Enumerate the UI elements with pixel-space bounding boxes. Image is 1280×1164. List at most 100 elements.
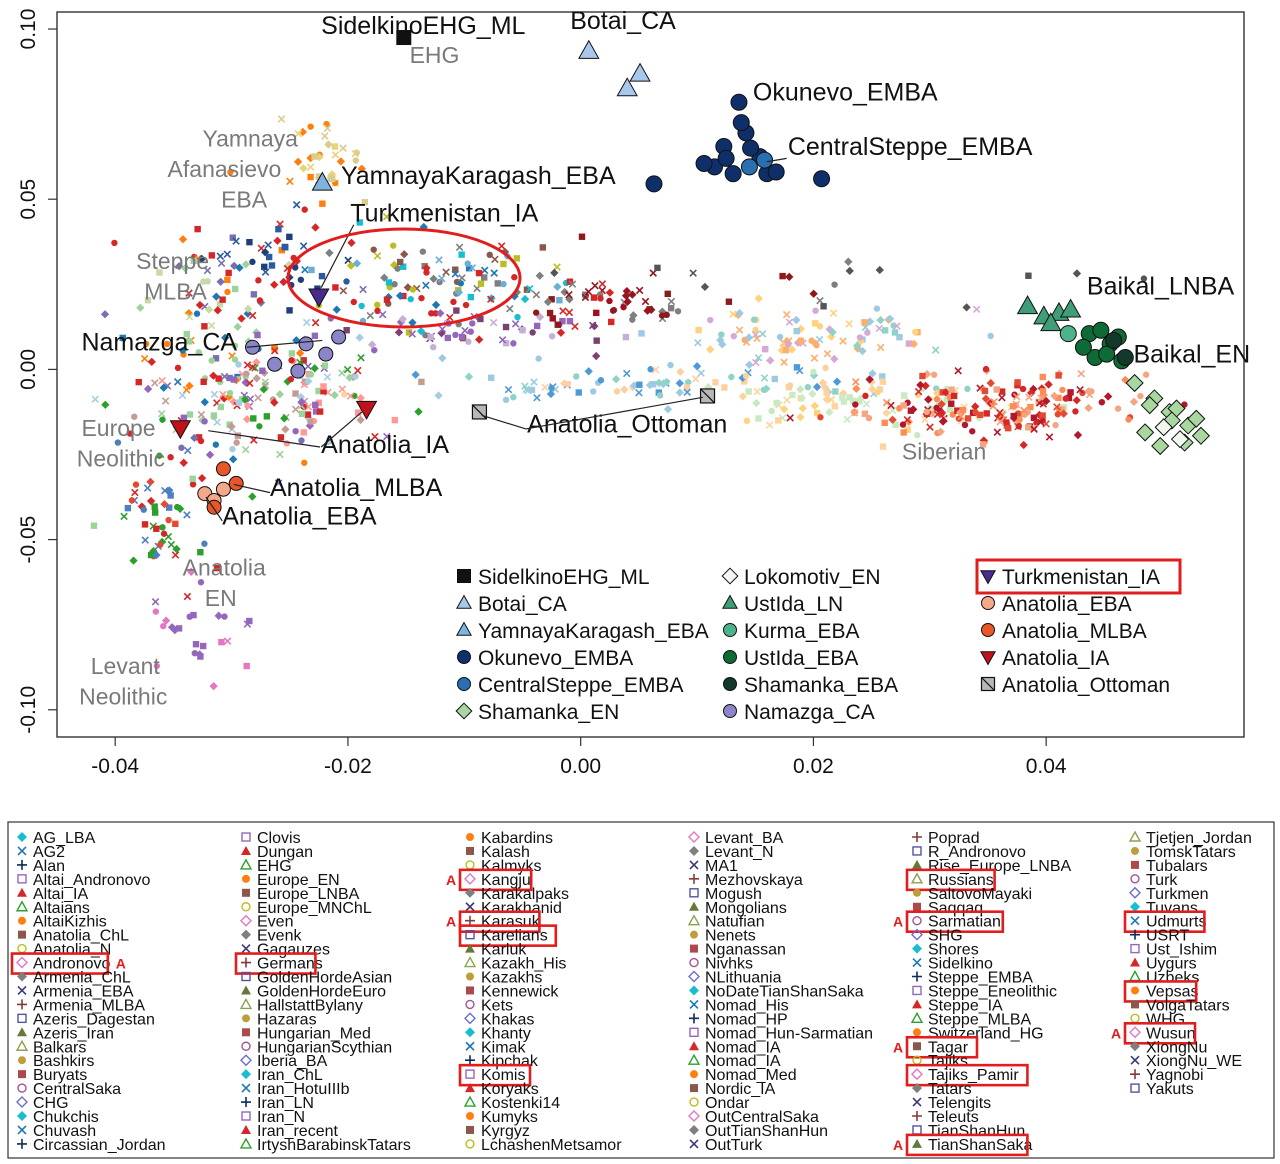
background-point-2 (200, 278, 207, 285)
population-russians: Russians (905, 868, 996, 892)
population-label: Komis (481, 1067, 525, 1084)
background-point-0 (143, 484, 152, 492)
background-point-2 (200, 397, 209, 407)
background-point-6 (431, 300, 441, 310)
background-point-6 (490, 269, 498, 277)
background-point-6 (467, 293, 475, 301)
background-point-0 (146, 496, 156, 506)
series-ustida-ln (1016, 295, 1082, 332)
background-point-2 (241, 445, 250, 454)
population-teleuts: Teleuts (912, 1109, 979, 1126)
series-yamnayakaragash-eba (311, 171, 334, 191)
background-point-5 (281, 425, 290, 434)
point-anatolia-mlba-1 (228, 475, 244, 491)
background-point-6 (494, 280, 501, 287)
population-marker (466, 972, 474, 981)
background-point-3 (256, 297, 264, 304)
population-shores: Shores (912, 942, 979, 959)
background-point-9 (822, 364, 829, 372)
population-marker (242, 1014, 250, 1023)
point-shamanka-en-0 (1125, 373, 1144, 393)
background-point-2 (226, 374, 233, 382)
background-point-7 (436, 309, 445, 318)
population-marker (913, 902, 921, 911)
legend-marker-anatolia-mlba (981, 623, 995, 637)
population-label: Kennewick (481, 983, 559, 1000)
background-point-10 (875, 324, 884, 333)
population-marker (1131, 1000, 1139, 1009)
population-label: Nganassan (705, 942, 786, 959)
background-point-5 (270, 347, 279, 355)
background-point-12 (1014, 379, 1021, 386)
population-marker (913, 1028, 921, 1037)
background-point-3 (264, 241, 272, 249)
background-point-12 (921, 381, 930, 390)
background-point-2 (185, 381, 194, 391)
background-point-3 (299, 242, 308, 250)
region-label-ehg: EHG (410, 42, 460, 68)
background-point-12 (1114, 405, 1122, 412)
background-point-11 (825, 408, 834, 417)
background-point-7 (343, 327, 350, 334)
leader-line (233, 483, 271, 494)
background-point-12 (1042, 396, 1051, 406)
population-evenk: Evenk (241, 928, 302, 945)
population-marker (17, 999, 27, 1010)
background-point-1 (243, 620, 252, 628)
background-point-6 (382, 213, 391, 221)
population-xiongnu-we: XiongNu_WE (1130, 1053, 1242, 1070)
legend-marker-namazga-ca (723, 704, 737, 718)
background-point-11 (862, 400, 871, 408)
population-marker (18, 916, 26, 925)
background-point-10 (810, 354, 819, 362)
population-marker (689, 999, 699, 1009)
population-label: Hungarian_Med (257, 1025, 371, 1042)
background-point-11 (745, 388, 752, 395)
legend-highlight-box (975, 558, 1182, 595)
point-ustida-ln-4 (1040, 312, 1062, 332)
population-label: IrtyshBarabinskTatars (257, 1137, 411, 1154)
point-botai-ca-2 (629, 62, 651, 82)
background-point-13 (962, 303, 971, 312)
background-point-5 (186, 411, 194, 418)
background-point-5 (320, 383, 327, 390)
population-marker (1130, 916, 1140, 926)
background-point-7 (453, 307, 460, 314)
population-label: CentralSaka (33, 1081, 121, 1098)
background-point-10 (706, 345, 715, 354)
population-marker (465, 943, 475, 953)
legend-label: UstIda_EBA (744, 647, 858, 670)
series-anatolia-mlba (206, 461, 244, 515)
background-point-9 (535, 355, 542, 362)
background-point-10 (853, 341, 862, 350)
background-point-3 (301, 206, 308, 213)
population-label: Kyrgyz (481, 1123, 530, 1140)
population-label: Telengits (928, 1095, 991, 1112)
series-centralsteppe-emba (740, 151, 774, 176)
background-point-1 (167, 623, 177, 632)
population-nenets: Nenets (690, 928, 756, 945)
population-label: Nomad_HP (705, 1011, 788, 1028)
background-point-12 (1019, 385, 1027, 393)
background-point-7 (566, 317, 574, 325)
population-iran-chl: Iran_ChL (241, 1067, 323, 1084)
population-balkars: Balkars (15, 1039, 86, 1056)
population-label: Wusun (1146, 1025, 1196, 1042)
background-point-7 (548, 332, 556, 340)
population-ust-ishim: Ust_Ishim (1130, 942, 1217, 959)
background-point-5 (325, 438, 333, 445)
population-label: Sarmatian (928, 914, 1001, 931)
background-point-6 (390, 242, 397, 249)
population-legend: AG_LBAAG2AlanAltai_AndronovoAltai_IAAlta… (10, 830, 1252, 1157)
background-point-13 (809, 289, 818, 298)
population-buryats: Buryats (18, 1067, 87, 1084)
background-point-5 (252, 374, 261, 383)
background-point-5 (183, 330, 190, 338)
background-point-12 (1020, 406, 1028, 415)
population-label: Karelians (481, 928, 548, 945)
background-point-2 (195, 349, 202, 356)
population-marker (240, 914, 252, 927)
background-point-5 (248, 363, 257, 372)
background-point-0 (153, 525, 160, 532)
background-point-9 (832, 388, 839, 395)
